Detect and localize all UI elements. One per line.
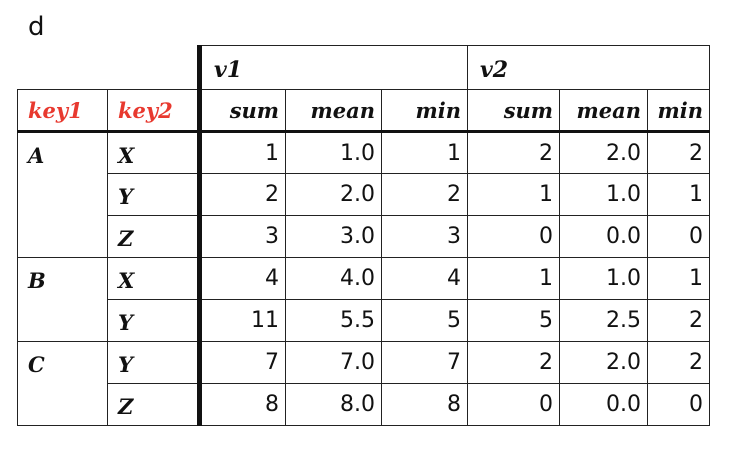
- cell-v1-mean: 1.0: [285, 131, 382, 174]
- cell-v2-min: 2: [647, 299, 710, 342]
- cell-v2-min: 1: [647, 257, 710, 300]
- table-row: A X 1 1.0 1 2 2.0 2: [17, 131, 710, 174]
- cell-v2-mean: 2.5: [559, 299, 648, 342]
- stat-header-v1-sum: sum: [197, 89, 286, 133]
- row-key2: X: [107, 257, 200, 300]
- cell-v2-min: 0: [647, 215, 710, 258]
- row-key1-continued: [17, 215, 108, 258]
- cell-v1-min: 8: [381, 383, 468, 426]
- row-key2: Y: [107, 299, 200, 342]
- cell-v2-mean: 2.0: [559, 131, 648, 174]
- cell-v1-min: 2: [381, 173, 468, 216]
- column-group-header-row: v1 v2: [17, 45, 710, 90]
- cell-v1-min: 1: [381, 131, 468, 174]
- row-key1-continued: [17, 173, 108, 216]
- cell-v2-sum: 0: [467, 383, 560, 426]
- cell-v2-sum: 5: [467, 299, 560, 342]
- cell-v2-sum: 2: [467, 131, 560, 174]
- cell-v1-sum: 8: [197, 383, 286, 426]
- index-header-key1: key1: [17, 89, 108, 133]
- table-row: B X 4 4.0 4 1 1.0 1: [17, 257, 710, 300]
- column-group-v2: v2: [467, 45, 710, 90]
- cell-v1-sum: 3: [197, 215, 286, 258]
- stat-header-v2-mean: mean: [559, 89, 648, 133]
- index-header-key2: key2: [107, 89, 200, 133]
- cell-v1-mean: 8.0: [285, 383, 382, 426]
- table-row: Y 2 2.0 2 1 1.0 1: [17, 173, 710, 216]
- cell-v2-mean: 1.0: [559, 257, 648, 300]
- cell-v2-sum: 1: [467, 173, 560, 216]
- column-header-row: key1 key2 sum mean min sum mean min: [17, 89, 710, 133]
- cell-v2-min: 1: [647, 173, 710, 216]
- stat-header-v2-sum: sum: [467, 89, 560, 133]
- cell-v1-mean: 7.0: [285, 341, 382, 384]
- stat-header-v1-mean: mean: [285, 89, 382, 133]
- table-row: Z 3 3.0 3 0 0.0 0: [17, 215, 710, 258]
- cell-v1-sum: 7: [197, 341, 286, 384]
- stat-header-v2-min: min: [647, 89, 710, 133]
- table-row: Y 11 5.5 5 5 2.5 2: [17, 299, 710, 342]
- cell-v1-sum: 4: [197, 257, 286, 300]
- column-group-v1: v1: [197, 45, 468, 90]
- cell-v2-min: 2: [647, 131, 710, 174]
- cell-v1-mean: 3.0: [285, 215, 382, 258]
- row-key2: Z: [107, 383, 200, 426]
- row-key2: Y: [107, 341, 200, 384]
- cell-v2-min: 2: [647, 341, 710, 384]
- cell-v2-mean: 1.0: [559, 173, 648, 216]
- cell-v1-mean: 2.0: [285, 173, 382, 216]
- page-label: d: [28, 12, 45, 42]
- cell-v1-sum: 11: [197, 299, 286, 342]
- row-key2: Z: [107, 215, 200, 258]
- pivot-table: v1 v2 key1 key2 sum mean min sum mean mi…: [17, 45, 710, 426]
- cell-v2-min: 0: [647, 383, 710, 426]
- row-key2: Y: [107, 173, 200, 216]
- cell-v1-mean: 4.0: [285, 257, 382, 300]
- cell-v1-mean: 5.5: [285, 299, 382, 342]
- cell-v2-mean: 2.0: [559, 341, 648, 384]
- row-key1-continued: [17, 299, 108, 342]
- cell-v1-min: 7: [381, 341, 468, 384]
- row-key1-continued: [17, 383, 108, 426]
- cell-v2-mean: 0.0: [559, 383, 648, 426]
- stat-header-v1-min: min: [381, 89, 468, 133]
- table-row: Z 8 8.0 8 0 0.0 0: [17, 383, 710, 426]
- cell-v1-min: 5: [381, 299, 468, 342]
- row-key1: C: [17, 341, 108, 384]
- row-key2: X: [107, 131, 200, 174]
- cell-v1-sum: 1: [197, 131, 286, 174]
- cell-v1-min: 4: [381, 257, 468, 300]
- cell-v2-sum: 2: [467, 341, 560, 384]
- cell-v2-sum: 0: [467, 215, 560, 258]
- cell-v2-mean: 0.0: [559, 215, 648, 258]
- cell-v1-sum: 2: [197, 173, 286, 216]
- row-key1: A: [17, 131, 108, 174]
- cell-v1-min: 3: [381, 215, 468, 258]
- cell-v2-sum: 1: [467, 257, 560, 300]
- table-row: C Y 7 7.0 7 2 2.0 2: [17, 341, 710, 384]
- row-key1: B: [17, 257, 108, 300]
- corner-blank: [17, 45, 200, 90]
